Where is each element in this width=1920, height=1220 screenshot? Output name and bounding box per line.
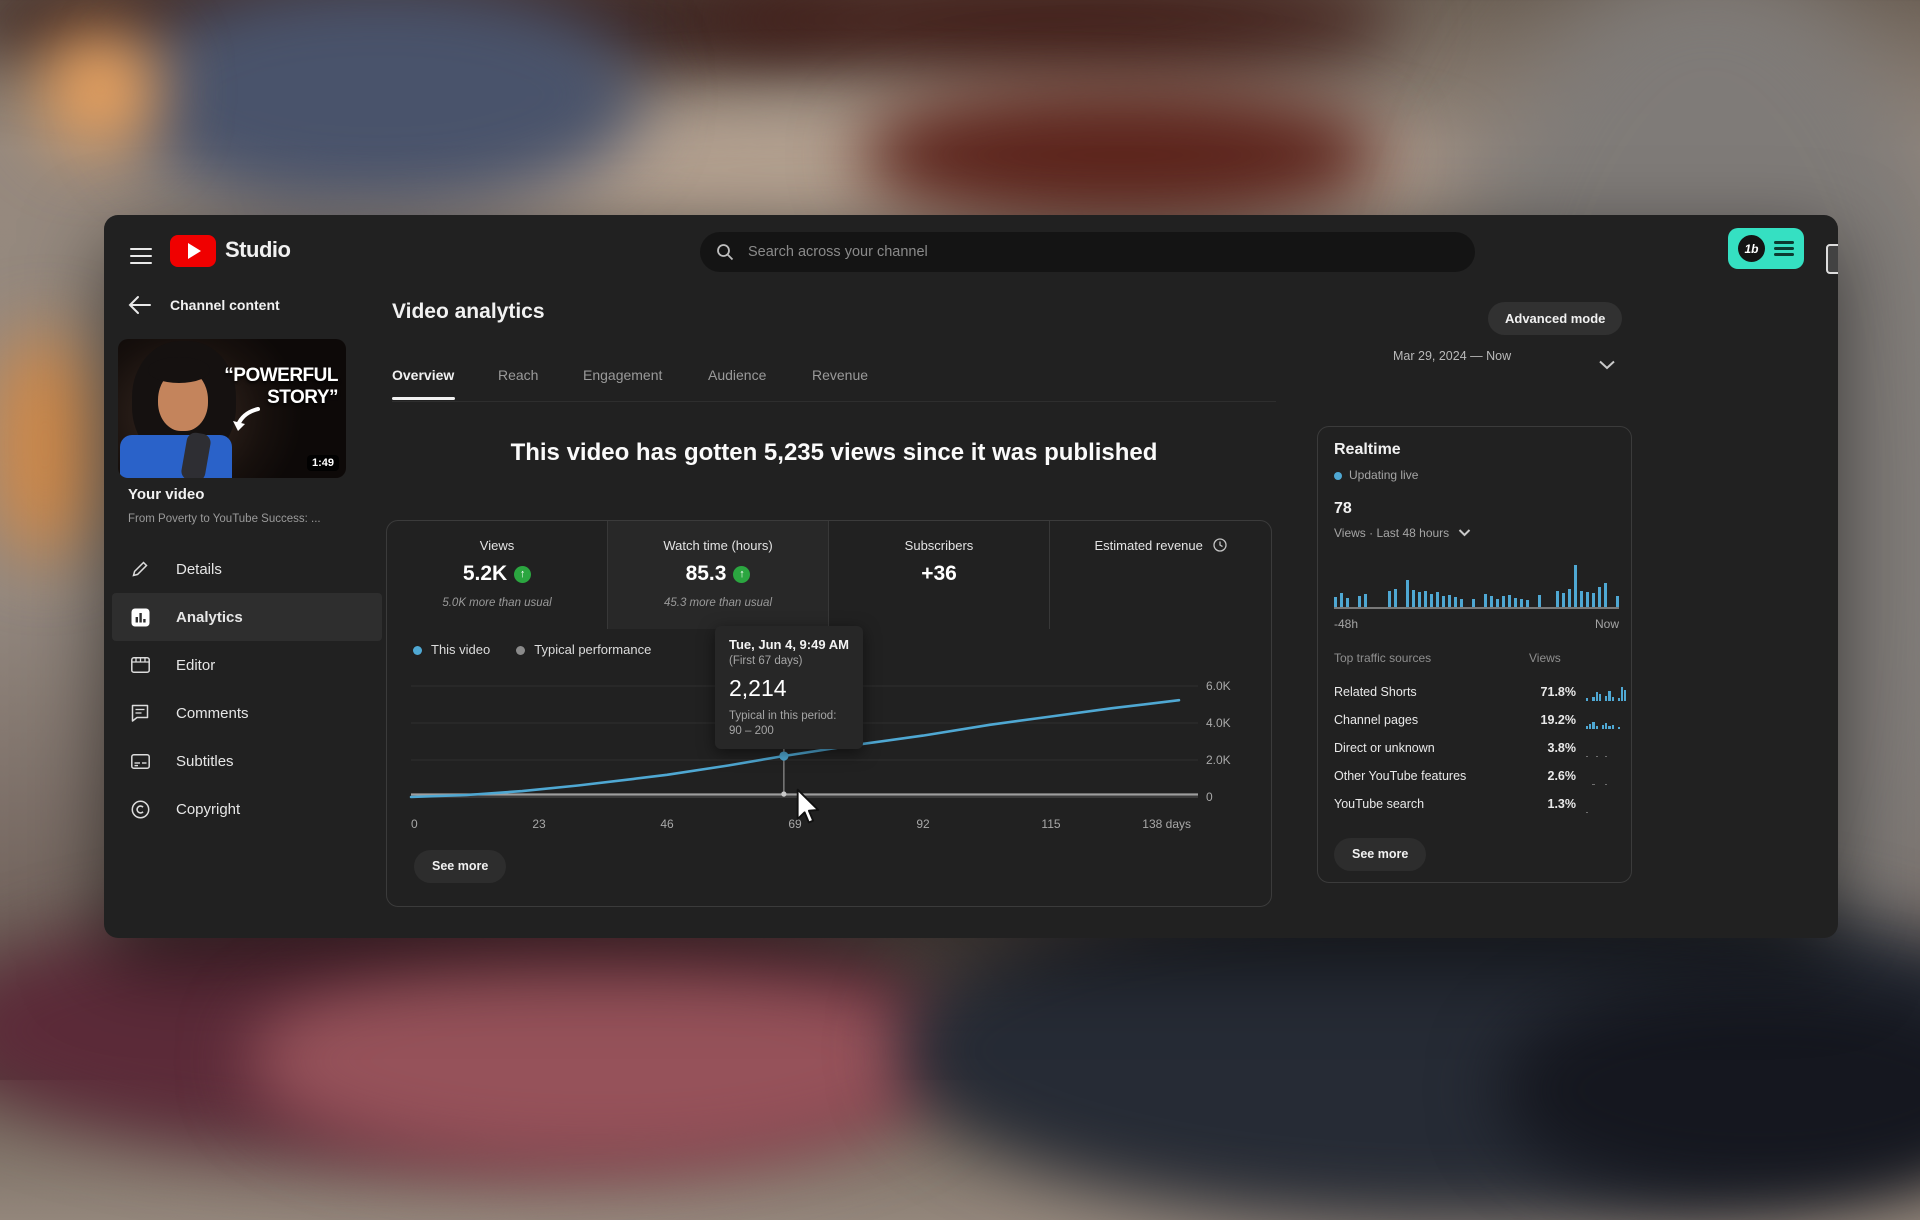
youtube-logo-icon[interactable] [170,235,216,267]
svg-text:6.0K: 6.0K [1206,679,1231,693]
traffic-row-channel-pages[interactable]: Channel pages19.2% [1334,707,1617,735]
metric-watch-time[interactable]: Watch time (hours) 85.3↑ 45.3 more than … [608,521,829,629]
realtime-see-more-button[interactable]: See more [1334,838,1426,871]
svg-text:2.0K: 2.0K [1206,753,1231,767]
tabs-divider [392,401,1276,402]
thumbnail-hair-top [148,357,210,383]
video-title-text: From Poverty to YouTube Success: ... [128,513,368,525]
tubebuddy-logo-icon: 1b [1738,235,1765,262]
svg-text:46: 46 [660,817,674,831]
thumbnail-arrow-icon [230,403,264,437]
pencil-icon [130,559,150,579]
thumbnail-shirt [120,435,232,478]
traffic-sources-header: Top traffic sources Views [1334,651,1617,665]
sparkline-chart [1586,687,1630,701]
svg-text:92: 92 [916,817,930,831]
metric-subscribers[interactable]: Subscribers +36 [829,521,1050,629]
search-icon [716,243,734,261]
search-input[interactable] [746,243,1350,261]
live-dot-icon [1334,472,1342,480]
bg-blob [0,330,100,560]
bg-blob [40,30,160,150]
trend-up-icon: ↑ [733,566,750,583]
tab-reach[interactable]: Reach [498,367,538,383]
play-triangle-icon [188,243,201,259]
sidebar-item-details[interactable]: Details [104,545,390,593]
svg-text:0: 0 [411,817,418,831]
youtube-studio-window: Studio 1b Channel content “POWERFUL STOR… [104,215,1838,938]
tubebuddy-extension-button[interactable]: 1b [1728,228,1804,269]
sparkline-chart [1586,771,1630,785]
svg-text:23: 23 [532,817,546,831]
chevron-down-icon [1458,529,1471,537]
edge-cutoff-icon [1826,244,1838,274]
video-duration-badge: 1:49 [307,455,339,471]
realtime-bar-chart[interactable] [1334,563,1619,609]
bg-blob [860,85,1380,225]
sidebar-item-comments[interactable]: Comments [104,689,390,737]
active-tab-underline [392,397,455,400]
svg-text:115: 115 [1041,817,1060,831]
metric-views[interactable]: Views 5.2K↑ 5.0K more than usual [387,521,608,629]
svg-text:138 days: 138 days [1142,817,1191,831]
traffic-row-other-features[interactable]: Other YouTube features2.6% [1334,763,1617,791]
page-title: Video analytics [392,300,545,324]
tab-engagement[interactable]: Engagement [583,367,662,383]
sidebar-item-copyright[interactable]: Copyright [104,785,390,833]
realtime-views-caption[interactable]: Views · Last 48 hours [1334,526,1471,540]
channel-content-header[interactable]: Channel content [170,297,280,313]
sparkline-chart [1586,743,1630,757]
sparkline-chart [1586,715,1630,729]
back-arrow-icon[interactable] [126,295,152,315]
svg-text:4.0K: 4.0K [1206,716,1231,730]
sparkline-chart [1586,799,1630,813]
analytics-overview-card: Views 5.2K↑ 5.0K more than usual Watch t… [386,520,1272,907]
metric-cards-row: Views 5.2K↑ 5.0K more than usual Watch t… [387,521,1271,629]
chart-tooltip: Tue, Jun 4, 9:49 AM (First 67 days) 2,21… [715,626,863,749]
sidebar-item-analytics[interactable]: Analytics [112,593,382,641]
traffic-row-youtube-search[interactable]: YouTube search1.3% [1334,791,1617,819]
updating-live-status: Updating live [1334,468,1418,482]
sidebar-item-subtitles[interactable]: Subtitles [104,737,390,785]
extension-list-icon [1774,238,1794,260]
traffic-row-related-shorts[interactable]: Related Shorts71.8% [1334,679,1617,707]
realtime-title: Realtime [1334,441,1401,459]
video-menu: Details Analytics Editor Comments [104,545,390,833]
studio-wordmark: Studio [225,237,290,263]
tab-overview[interactable]: Overview [392,367,454,383]
tab-revenue[interactable]: Revenue [812,367,868,383]
your-video-label: Your video [128,486,204,503]
views-headline: This video has gotten 5,235 views since … [392,439,1276,467]
copyright-icon [130,799,150,819]
sidebar-item-editor[interactable]: Editor [104,641,390,689]
metric-estimated-revenue[interactable]: Estimated revenue [1050,521,1271,629]
traffic-row-direct-unknown[interactable]: Direct or unknown3.8% [1334,735,1617,763]
channel-search-bar[interactable] [700,232,1475,272]
realtime-views-count: 78 [1334,500,1352,518]
menu-hamburger-icon[interactable] [130,243,152,269]
date-range-chevron-down-icon[interactable] [1598,360,1616,370]
trend-up-icon: ↑ [514,566,531,583]
bg-blob [250,950,950,1170]
tab-audience[interactable]: Audience [708,367,766,383]
realtime-card: Realtime Updating live 78 Views · Last 4… [1317,426,1632,883]
see-more-button[interactable]: See more [414,850,506,883]
mouse-cursor [792,787,822,827]
clapperboard-icon [130,655,150,675]
comment-icon [130,703,150,723]
realtime-axis-right: Now [1334,617,1619,631]
bg-blob [700,0,1400,70]
date-range-label[interactable]: Mar 29, 2024 — Now [1393,349,1511,363]
clock-icon [1213,538,1227,552]
video-thumbnail[interactable]: “POWERFUL STORY” 1:49 [118,339,346,478]
subtitles-icon [130,751,150,771]
bg-blob [120,0,640,210]
advanced-mode-button[interactable]: Advanced mode [1488,302,1622,335]
analytics-icon [130,607,150,627]
svg-text:0: 0 [1206,790,1213,804]
